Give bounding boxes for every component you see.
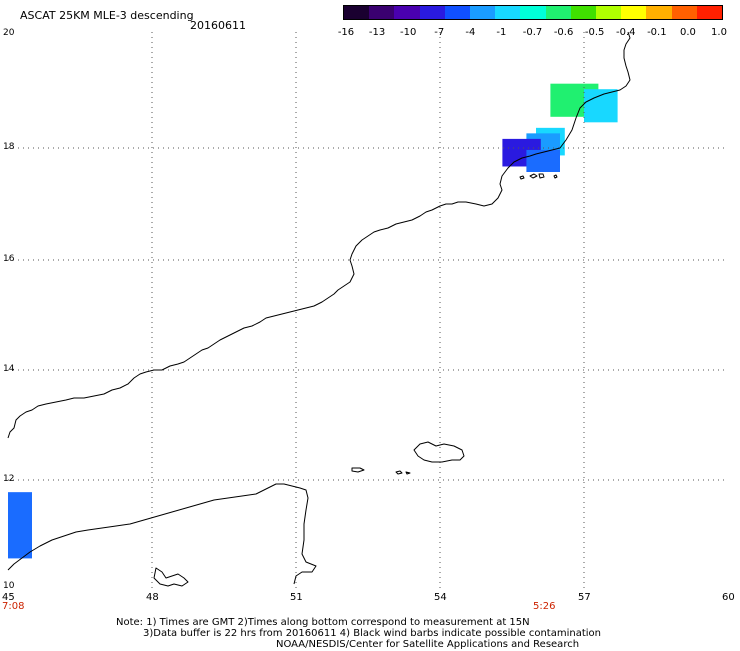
wind-swath-cell xyxy=(8,492,32,559)
lon-label-48: 48 xyxy=(146,592,159,603)
lat-label-14: 14 xyxy=(3,364,15,374)
colorbar xyxy=(343,5,723,20)
lat-label-18: 18 xyxy=(3,142,15,152)
colorbar-swatch xyxy=(671,6,698,19)
product-date: 20160611 xyxy=(190,19,246,32)
lat-label-20: 20 xyxy=(3,28,15,38)
product-title: ASCAT 25KM MLE-3 descending xyxy=(20,9,194,22)
lat-label-12: 12 xyxy=(3,474,15,484)
colorbar-swatch xyxy=(646,6,673,19)
colorbar-swatch xyxy=(419,6,446,19)
swath-layer xyxy=(8,83,618,559)
lon-label-60: 60 xyxy=(722,592,735,603)
wind-swath-cell xyxy=(526,149,560,172)
colorbar-tick-label: -0.7 xyxy=(522,27,543,38)
colorbar-tick-label: -0.4 xyxy=(615,27,636,38)
colorbar-swatch xyxy=(444,6,471,19)
colorbar-swatch xyxy=(696,6,723,19)
time-label-west: 7:08 xyxy=(2,601,25,612)
colorbar-swatch xyxy=(520,6,547,19)
colorbar-tick-label: -0.1 xyxy=(647,27,667,38)
credit-line: NOAA/NESDIS/Center for Satellite Applica… xyxy=(276,639,580,650)
colorbar-tick-label: 0.0 xyxy=(679,27,696,38)
wind-swath-cell xyxy=(584,89,618,123)
note-line-2: 3)Data buffer is 22 hrs from 20160611 4)… xyxy=(143,628,601,639)
colorbar-swatch xyxy=(495,6,521,19)
lat-label-16: 16 xyxy=(3,254,15,264)
colorbar-tick-label: -0.5 xyxy=(584,27,605,38)
note-line-1: Note: 1) Times are GMT 2)Times along bot… xyxy=(116,617,530,628)
colorbar-swatch xyxy=(394,6,421,19)
colorbar-tick-label: -4 xyxy=(465,27,476,38)
colorbar-swatch xyxy=(596,6,622,19)
colorbar-swatch xyxy=(344,6,370,19)
lon-label-51: 51 xyxy=(290,592,303,603)
colorbar-swatch xyxy=(570,6,597,19)
colorbar-tick-label: -0.6 xyxy=(553,27,574,38)
colorbar-tick-label: 1.0 xyxy=(711,27,727,38)
colorbar-tick-label: -10 xyxy=(399,27,417,38)
lon-label-54: 54 xyxy=(434,592,447,603)
colorbar-swatch xyxy=(621,6,647,19)
coastline xyxy=(7,31,631,587)
colorbar-tick-label: -1 xyxy=(496,27,507,38)
colorbar-swatch xyxy=(369,6,395,19)
colorbar-tick-label: -16 xyxy=(337,27,355,38)
lon-label-57: 57 xyxy=(578,592,591,603)
colorbar-tick-label: -13 xyxy=(368,27,386,38)
colorbar-swatch xyxy=(545,6,572,19)
gridlines xyxy=(8,32,728,588)
lon-label-45: 45 xyxy=(2,592,15,603)
colorbar-swatch xyxy=(470,6,496,19)
time-label-east: 5:26 xyxy=(533,601,556,612)
colorbar-tick-label: -7 xyxy=(434,27,445,38)
lat-label-10: 10 xyxy=(3,581,15,591)
